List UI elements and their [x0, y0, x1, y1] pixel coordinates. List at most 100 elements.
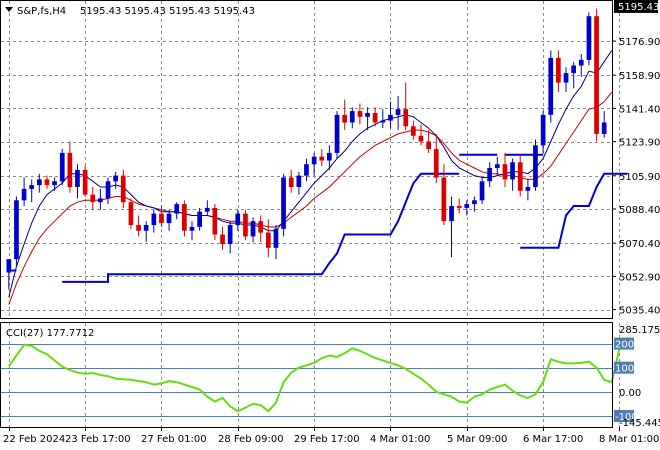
price-tick-label: 5052.90	[619, 272, 660, 283]
cci-indicator-label: CCI(27) 177.7712	[6, 328, 94, 339]
candlestick-series	[6, 8, 607, 290]
bull-candle	[75, 164, 80, 199]
candle-body	[433, 149, 439, 178]
bull-candle	[273, 225, 279, 260]
bull-candle	[98, 188, 103, 210]
bull-candle	[601, 111, 607, 138]
candle-body	[411, 126, 416, 136]
bear-candle	[90, 187, 96, 210]
bear-candle	[357, 103, 363, 125]
dropdown-triangle-icon[interactable]	[5, 7, 13, 12]
bull-candle	[197, 207, 202, 231]
candle-body	[563, 73, 569, 83]
price-tick-label: 5088.40	[619, 205, 660, 216]
bear-candle	[411, 120, 416, 140]
bull-candle	[37, 173, 42, 193]
candle-body	[472, 200, 477, 205]
cci-level-label: -100	[615, 412, 638, 423]
candle-body	[113, 175, 118, 182]
bull-candle	[204, 200, 210, 216]
candle-body	[227, 225, 233, 244]
time-tick-label: 4 Mar 01:00	[370, 434, 430, 445]
candle-body	[571, 65, 576, 74]
candle-body	[67, 152, 73, 188]
bull-candle	[472, 196, 477, 212]
bull-candle	[52, 177, 57, 191]
price-tick-label: 5105.90	[619, 172, 660, 183]
bear-candle	[372, 107, 378, 127]
candle-body	[128, 202, 134, 225]
candle-body	[388, 114, 393, 121]
bear-candle	[136, 215, 141, 237]
candle-body	[143, 225, 149, 231]
candle-body	[464, 204, 470, 208]
bull-candle	[571, 61, 576, 89]
candle-body	[37, 179, 42, 186]
cci-line	[7, 343, 621, 413]
bull-candle	[235, 209, 241, 231]
candle-body	[159, 213, 164, 224]
candle-body	[182, 204, 187, 231]
candle-body	[14, 200, 19, 260]
bear-candle	[556, 50, 561, 93]
candle-body	[189, 226, 195, 231]
candle-body	[517, 162, 523, 191]
cci-range-max-label: 285.1755	[619, 325, 660, 336]
panel-frames	[0, 0, 613, 428]
bear-candle	[433, 133, 439, 184]
candle-body	[44, 179, 50, 186]
candle-body	[487, 168, 492, 182]
candle-body	[304, 164, 309, 176]
candle-body	[578, 59, 584, 66]
time-tick-label: 22 Feb 2024	[3, 434, 65, 445]
ohlc-values: 5195.43 5195.43 5195.43 5195.43	[80, 6, 255, 17]
candle-body	[525, 187, 531, 191]
cci-panel-frame	[0, 322, 613, 428]
candle-body	[372, 113, 378, 123]
bear-candle	[319, 149, 325, 167]
bear-candle	[182, 200, 187, 237]
candle-body	[174, 204, 180, 214]
bear-candle	[82, 166, 88, 197]
candle-body	[204, 207, 210, 212]
time-axis: 22 Feb 2024 23 Feb 17:00 27 Feb 01:00 28 Fe…	[3, 427, 659, 445]
candle-body	[502, 164, 508, 180]
candle-body	[136, 225, 141, 231]
bull-candle	[365, 107, 370, 131]
bull-candle	[487, 162, 492, 187]
bull-candle	[327, 145, 332, 170]
candle-body	[21, 188, 27, 201]
bull-candle	[388, 101, 393, 129]
cci-level-label: 100	[615, 364, 634, 375]
candle-body	[426, 141, 431, 150]
current-price-box	[614, 0, 658, 13]
time-tick-label: 6 Mar 17:00	[523, 434, 583, 445]
candle-body	[75, 169, 80, 187]
bull-candle	[563, 67, 569, 93]
bear-candle	[67, 141, 73, 193]
bull-candle	[533, 139, 538, 191]
bull-candle	[525, 179, 531, 201]
bull-candle	[29, 179, 34, 203]
bull-candle	[151, 209, 157, 233]
candle-body	[266, 232, 271, 248]
bull-candle	[281, 173, 286, 237]
candle-body	[120, 175, 126, 203]
cci-level-box	[614, 410, 634, 422]
bull-candle	[227, 221, 233, 254]
candle-body	[311, 156, 317, 165]
candle-body	[90, 194, 96, 203]
cci-level-box	[614, 337, 634, 350]
bull-candle	[395, 95, 401, 131]
price-tick-label: 5070.40	[619, 239, 660, 250]
bear-candle	[243, 209, 248, 241]
bear-candle	[220, 226, 225, 250]
current-price-label: 5195.43	[618, 2, 659, 13]
bull-candle	[495, 156, 500, 176]
candle-body	[403, 109, 409, 127]
candle-body	[29, 185, 34, 189]
candle-body	[418, 135, 424, 142]
trend-segment	[62, 172, 460, 283]
